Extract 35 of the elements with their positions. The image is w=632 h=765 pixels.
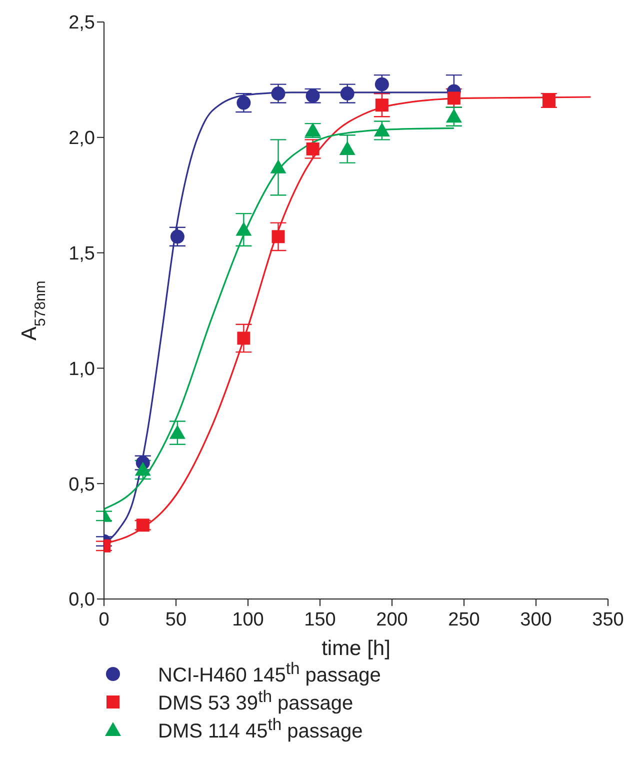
y-tick-label: 2,5 — [68, 12, 95, 34]
point — [170, 230, 184, 244]
point — [272, 230, 285, 244]
legend-label: DMS 53 39$^{th}$ passage — [158, 686, 354, 716]
point — [339, 140, 356, 155]
point — [271, 86, 286, 101]
x-tick-label: 100 — [232, 609, 264, 630]
point — [374, 77, 389, 92]
x-tick-label: 250 — [448, 609, 480, 630]
point — [375, 98, 388, 112]
x-tick-label: 350 — [592, 609, 624, 630]
point — [306, 142, 320, 156]
x-tick-label: 0 — [98, 609, 110, 630]
x-tick-label: 50 — [165, 609, 187, 630]
point — [447, 92, 460, 105]
point — [340, 86, 354, 101]
x-tick-label: 300 — [520, 609, 552, 630]
point — [134, 462, 151, 476]
point — [270, 159, 286, 174]
x-axis-title: time [h] — [322, 637, 390, 660]
x-tick-label: 200 — [376, 609, 408, 630]
x-tick-label: 150 — [304, 609, 336, 630]
y-tick-label: 1,5 — [68, 244, 95, 265]
point — [169, 424, 186, 439]
legend-label: DMS 114 45$^{th}$ passage — [158, 714, 363, 744]
y-tick-label: 2,0 — [68, 128, 95, 150]
point — [236, 222, 252, 236]
legend-label: NCI-H460 145$^{th}$ passage — [158, 658, 381, 688]
y-tick-label: 1,0 — [68, 358, 95, 380]
point — [374, 122, 390, 136]
y-tick-label: 0,0 — [68, 590, 95, 611]
point — [446, 108, 462, 123]
point — [236, 96, 251, 110]
point — [237, 332, 250, 345]
y-tick-label: 0,5 — [68, 474, 95, 496]
